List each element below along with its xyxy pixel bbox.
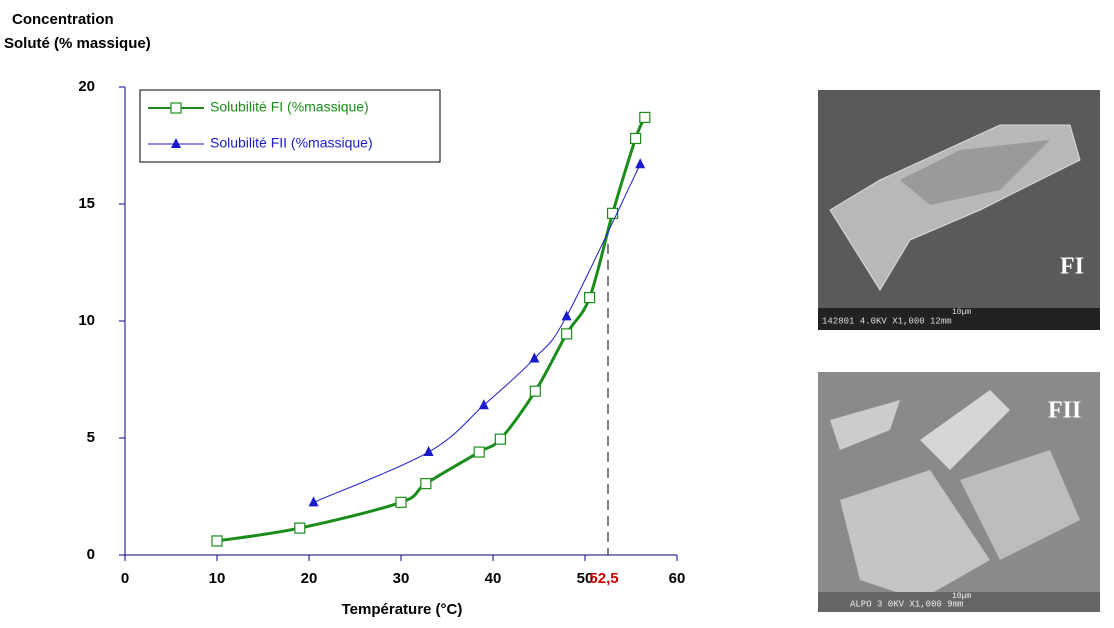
- marker: [473, 446, 485, 458]
- marker: [211, 535, 223, 547]
- legend-label: Solubilité FII (%massique): [210, 135, 373, 151]
- x-tick-label: 0: [121, 570, 129, 587]
- x-tick-label: 50: [577, 570, 594, 587]
- crystal: [840, 470, 990, 600]
- legend-box: [139, 89, 441, 163]
- photo-footer: [818, 308, 1100, 330]
- marker: [635, 158, 646, 169]
- marker: [395, 496, 407, 508]
- y-tick-label: 10: [78, 312, 95, 329]
- photo-label: FII: [1048, 398, 1081, 424]
- y-tick-label: 20: [78, 78, 95, 95]
- series-line: [313, 164, 641, 503]
- x-tick-label: 60: [669, 570, 686, 587]
- marker: [629, 132, 642, 145]
- photo-fii: FII ALPO 3 0KV X1,000 9mm 10µm: [818, 372, 1100, 612]
- photo-caption: ALPO 3 0KV X1,000 9mm: [850, 599, 963, 609]
- x-tick-label: 30: [393, 570, 410, 587]
- y-tick-label: 5: [87, 429, 95, 446]
- y-axis-title-line: Soluté (% massique): [4, 35, 151, 52]
- marker: [308, 496, 319, 507]
- marker: [529, 352, 540, 363]
- marker: [294, 522, 306, 534]
- marker: [560, 328, 573, 340]
- photo-footer: [818, 592, 1100, 612]
- crystal: [920, 390, 1010, 470]
- crystal: [960, 450, 1080, 560]
- marker: [529, 385, 541, 397]
- series-line: [216, 116, 647, 543]
- annotation-label: 52,5: [589, 570, 618, 587]
- y-tick-label: 0: [87, 546, 95, 563]
- marker: [423, 446, 434, 457]
- marker: [478, 399, 489, 410]
- photo-caption: 142801 4.0KV X1,000 12mm: [822, 316, 952, 326]
- x-axis-title: Température (°C): [342, 601, 463, 618]
- crystal: [900, 140, 1050, 205]
- marker: [494, 433, 506, 445]
- photo-label: FI: [1060, 254, 1084, 280]
- marker: [171, 138, 181, 148]
- x-tick-label: 20: [301, 570, 318, 587]
- legend-label: Solubilité FI (%massique): [210, 99, 369, 115]
- marker: [639, 111, 651, 124]
- photo-scale: 10µm: [952, 592, 971, 601]
- marker: [420, 478, 432, 490]
- crystal: [830, 400, 900, 450]
- y-tick-label: 15: [78, 195, 95, 212]
- marker: [583, 292, 596, 304]
- marker: [606, 207, 619, 219]
- photo-scale: 10µm: [952, 308, 971, 317]
- x-tick-label: 40: [485, 570, 502, 587]
- x-tick-label: 10: [209, 570, 226, 587]
- marker: [561, 310, 572, 321]
- y-axis-title-line: Concentration: [12, 11, 114, 28]
- marker: [170, 102, 182, 114]
- photo-fi: FI 142801 4.0KV X1,000 12mm 10µm: [818, 90, 1100, 330]
